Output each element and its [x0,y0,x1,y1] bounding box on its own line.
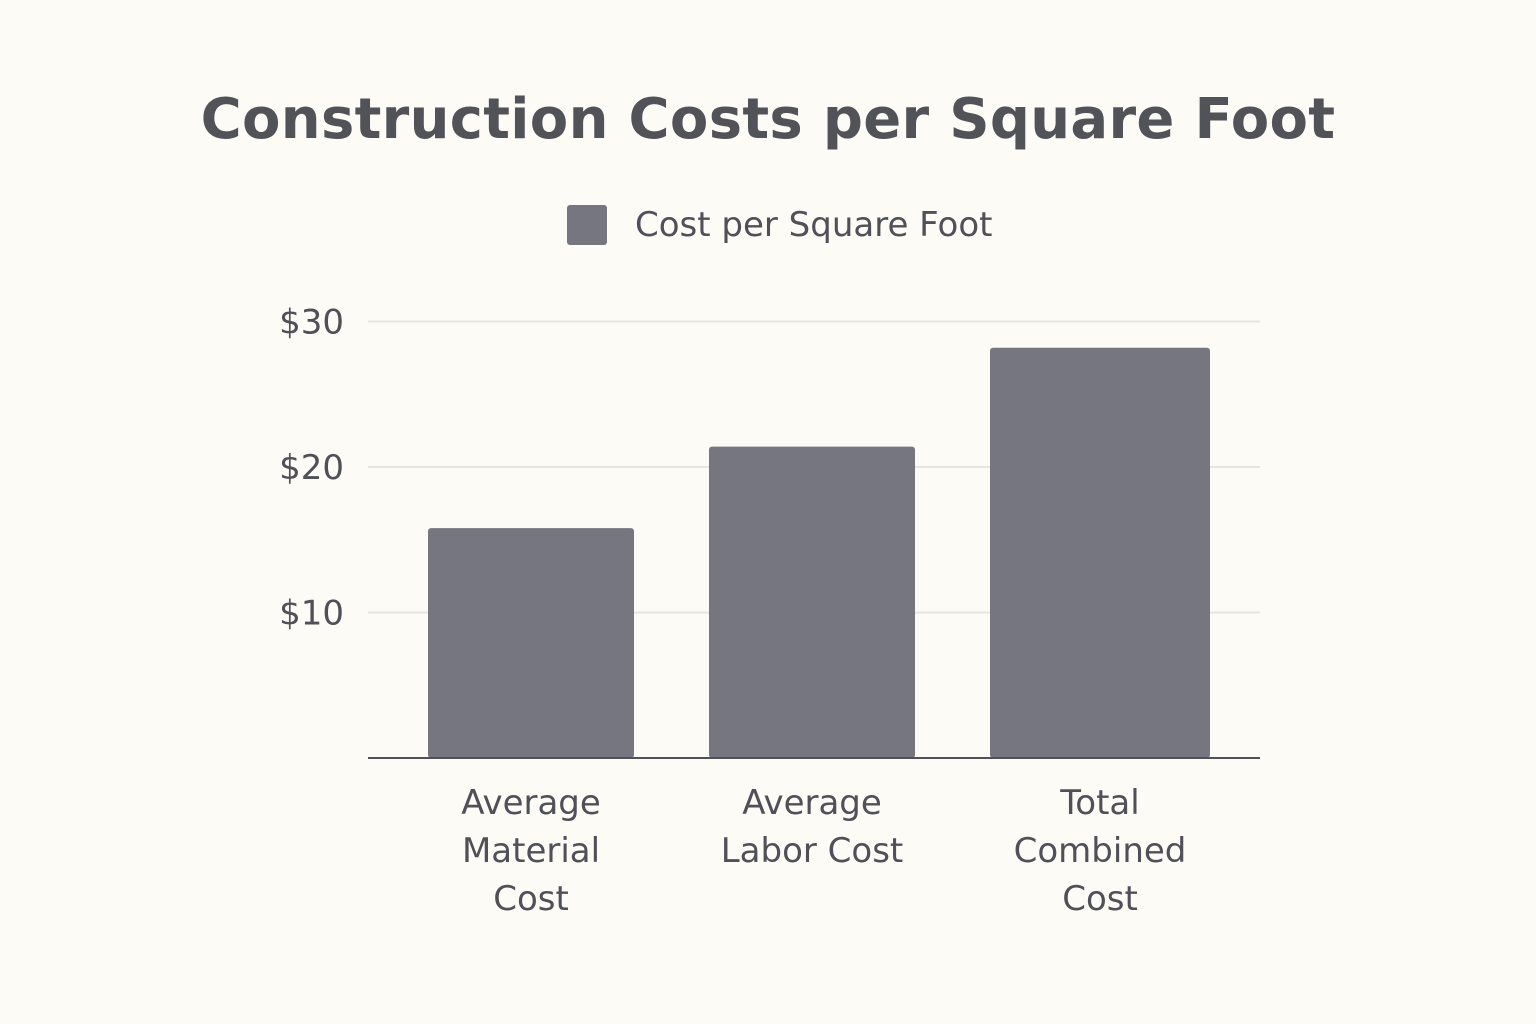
bar [990,347,1210,758]
y-tick-label: $20 [279,448,344,488]
x-category-label-line: Average [461,783,601,823]
x-category-label-line: Cost [493,879,569,919]
x-category-label: Total Combined Cost [1014,783,1187,919]
x-axis-labels: Average Material Cost Average Labor Cost Tota… [461,783,1186,919]
bar [709,446,915,758]
chart-title: Construction Costs per Square Foot [200,87,1336,152]
x-category-label-line: Combined [1014,831,1187,871]
y-axis-ticks: $10 $20 $30 [279,303,344,634]
x-category-label: Average Material Cost [461,783,601,919]
x-category-label: Average Labor Cost [721,783,904,871]
legend-swatch [567,205,607,245]
x-category-label-line: Cost [1062,879,1138,919]
legend-label: Cost per Square Foot [635,205,993,245]
legend: Cost per Square Foot [567,204,992,246]
y-tick-label: $30 [279,303,344,343]
bars [428,347,1210,758]
y-tick-label: $10 [279,594,344,634]
bar [428,528,634,758]
x-category-label-line: Labor Cost [721,831,904,871]
x-category-label-line: Material [462,831,600,871]
x-category-label-line: Total [1059,783,1139,823]
x-category-label-line: Average [742,783,882,823]
